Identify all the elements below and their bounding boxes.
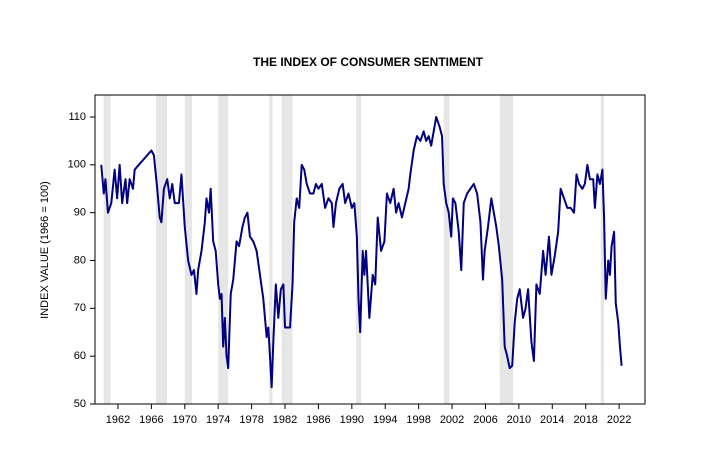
y-tick-label: 70 bbox=[74, 302, 86, 314]
shaded-period bbox=[499, 95, 514, 404]
x-tick-label: 1978 bbox=[239, 414, 263, 426]
x-tick-label: 2010 bbox=[507, 414, 531, 426]
x-tick-label: 2002 bbox=[440, 414, 464, 426]
shaded-period bbox=[356, 95, 362, 404]
shaded-period bbox=[218, 95, 229, 404]
x-tick-label: 1986 bbox=[306, 414, 330, 426]
y-tick-label: 60 bbox=[74, 350, 86, 362]
x-tick-label: 1966 bbox=[139, 414, 163, 426]
x-tick-label: 1970 bbox=[173, 414, 197, 426]
shaded-period bbox=[443, 95, 450, 404]
x-tick-label: 2014 bbox=[540, 414, 564, 426]
x-tick-label: 1998 bbox=[406, 414, 430, 426]
x-tick-label: 2022 bbox=[607, 414, 631, 426]
shaded-period bbox=[155, 95, 167, 404]
x-tick-label: 1994 bbox=[373, 414, 397, 426]
shaded-period bbox=[103, 95, 111, 404]
plot-frame bbox=[94, 94, 646, 405]
y-tick-label: 100 bbox=[68, 159, 86, 171]
x-tick-label: 1962 bbox=[106, 414, 130, 426]
y-axis-label: INDEX VALUE (1966 = 100) bbox=[39, 181, 51, 319]
shaded-period bbox=[269, 95, 273, 404]
chart-title: THE INDEX OF CONSUMER SENTIMENT bbox=[253, 55, 484, 69]
y-tick-label: 110 bbox=[68, 111, 86, 123]
shaded-period bbox=[184, 95, 192, 404]
sentiment-line bbox=[100, 116, 623, 389]
x-tick-label: 2018 bbox=[573, 414, 597, 426]
y-tick-label: 90 bbox=[74, 207, 86, 219]
shaded-period bbox=[281, 95, 293, 404]
x-tick-label: 1982 bbox=[273, 414, 297, 426]
x-tick-label: 2006 bbox=[473, 414, 497, 426]
shaded-period bbox=[600, 95, 605, 404]
y-tick-label: 50 bbox=[74, 398, 86, 410]
x-tick-label: 1990 bbox=[340, 414, 364, 426]
y-tick-label: 80 bbox=[74, 254, 86, 266]
x-tick-label: 1974 bbox=[206, 414, 230, 426]
